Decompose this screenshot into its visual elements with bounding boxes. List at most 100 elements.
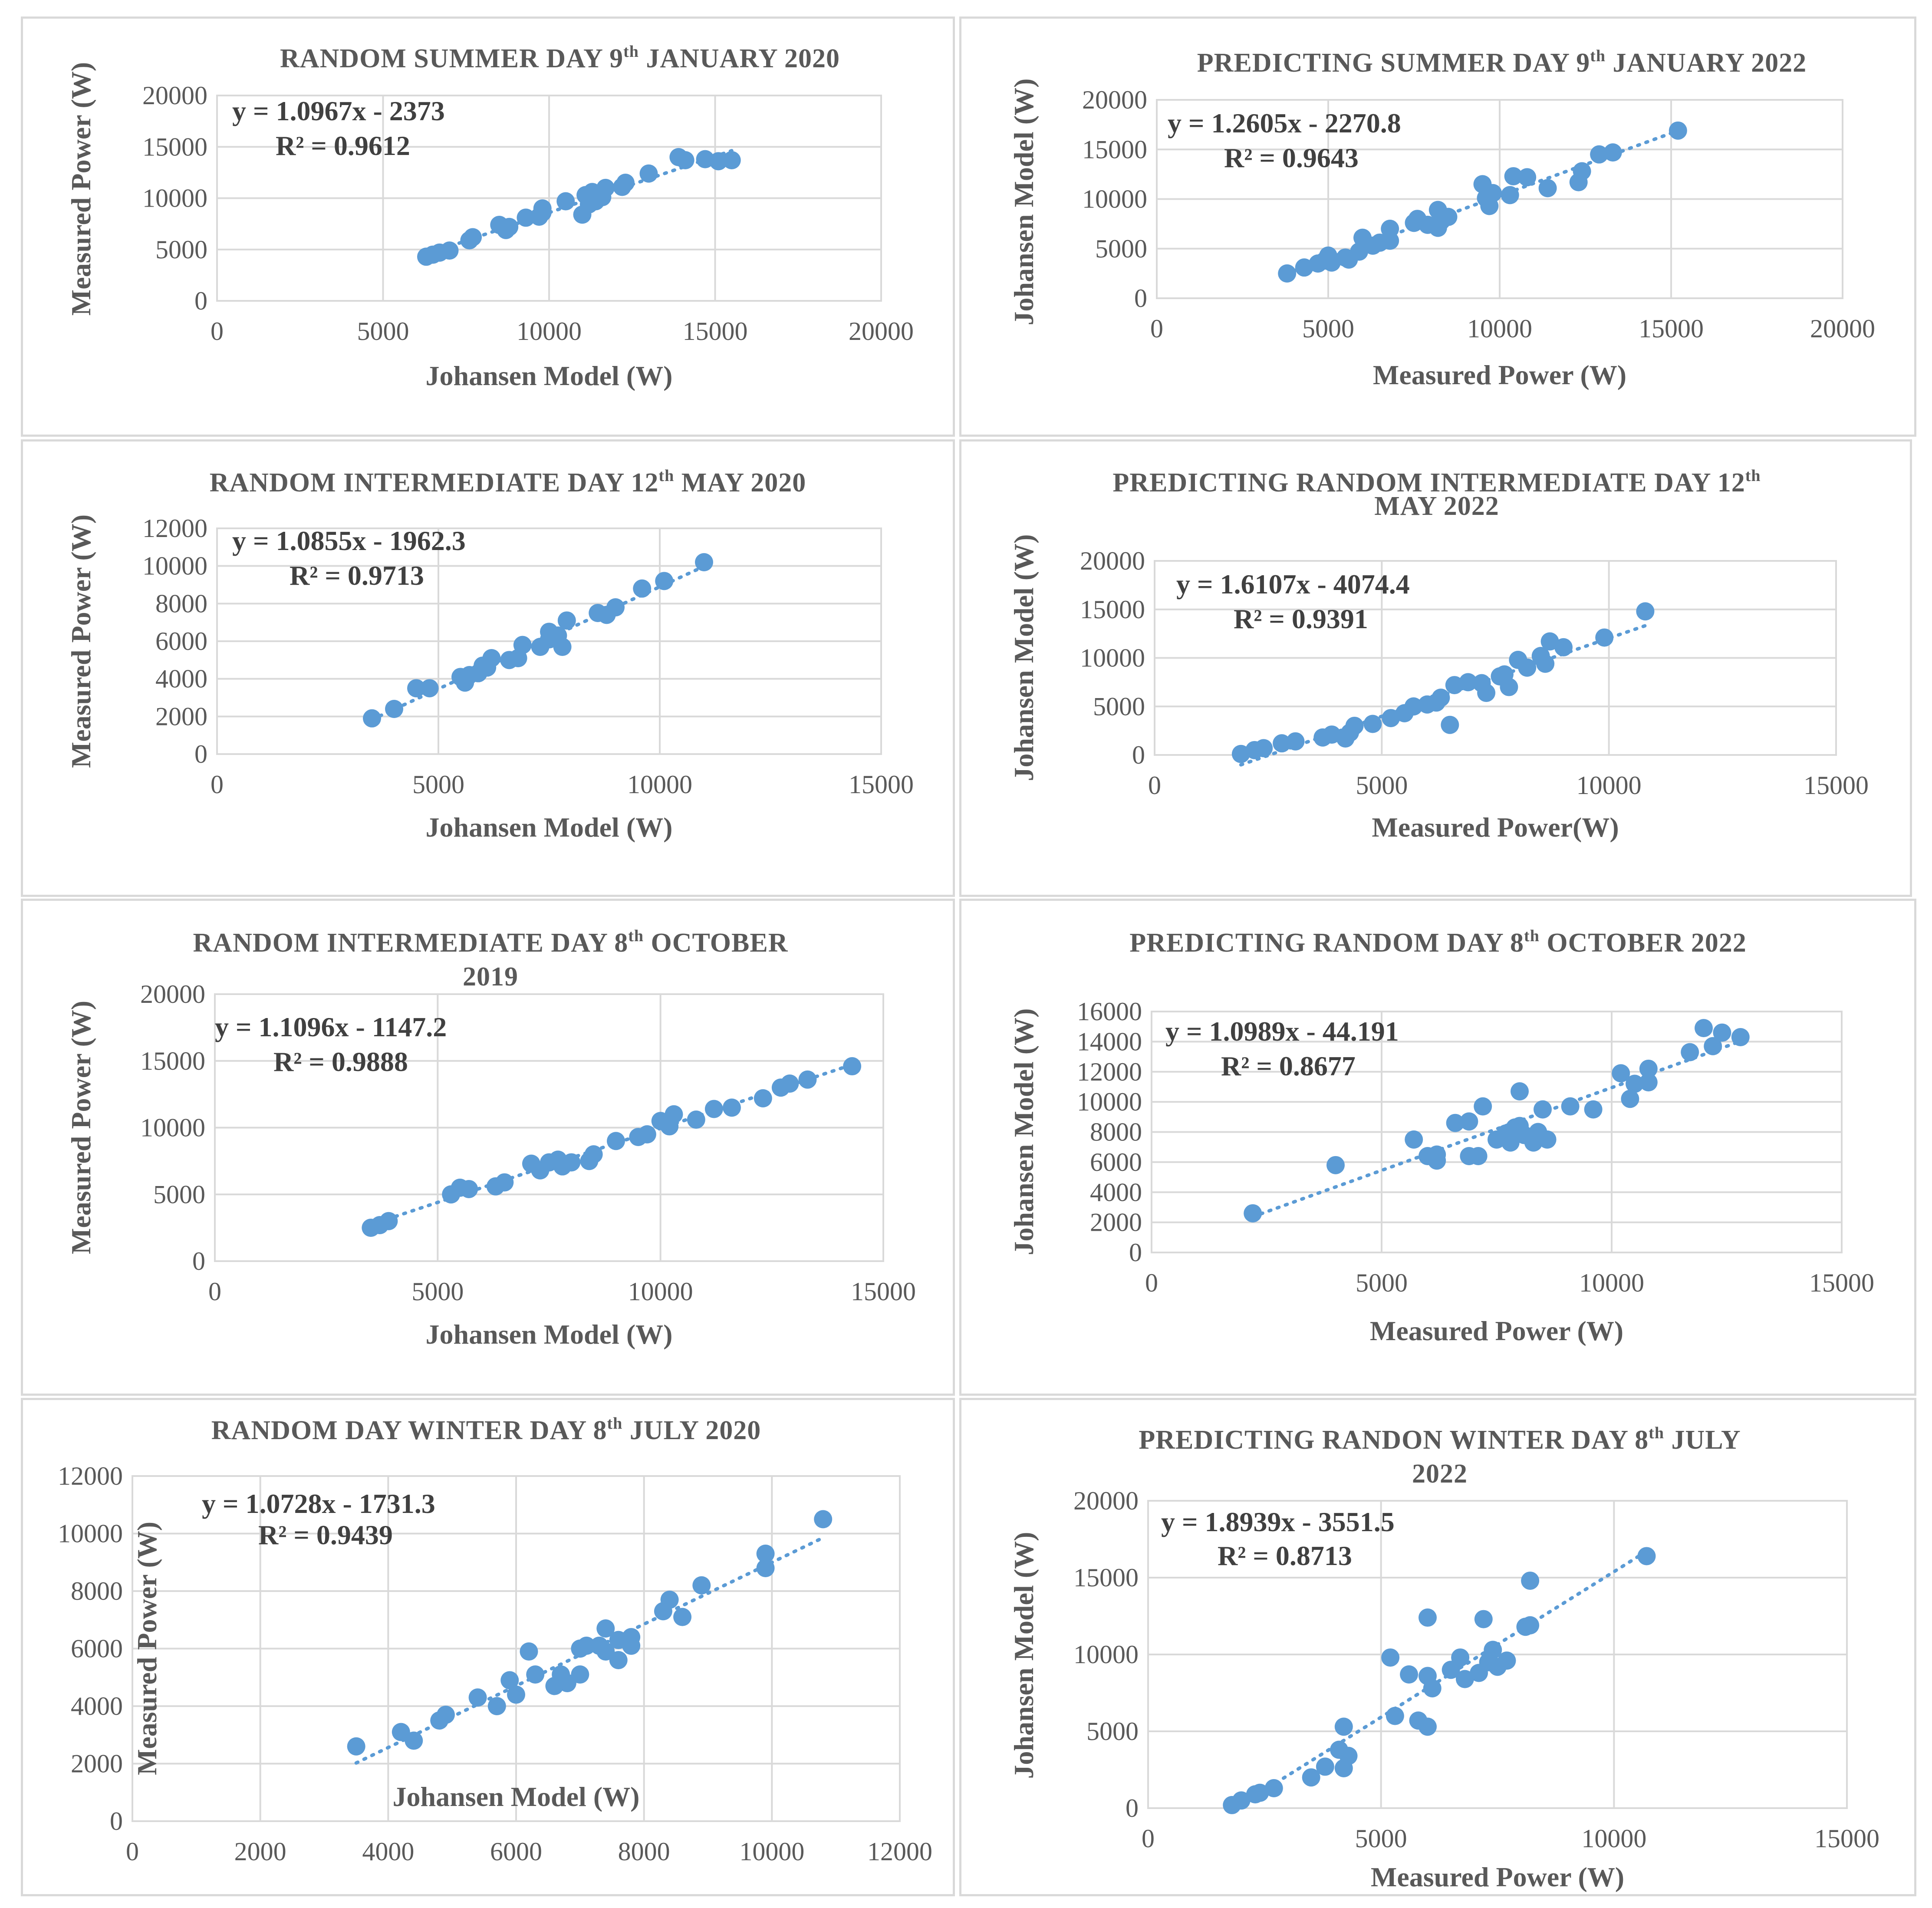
- chart-title: RANDOM INTERMEDIATE DAY 12th MAY 2020: [210, 467, 806, 498]
- x-tick-label: 10000: [1467, 314, 1532, 343]
- data-point: [687, 1111, 705, 1129]
- y-tick-label: 6000: [1090, 1148, 1142, 1176]
- data-point: [1326, 1156, 1345, 1174]
- data-point: [562, 1153, 581, 1172]
- data-point: [1639, 1059, 1658, 1078]
- data-point: [1445, 676, 1464, 695]
- x-axis-label: Johansen Model (W): [426, 812, 673, 843]
- x-tick-label: 6000: [490, 1837, 542, 1866]
- x-axis-label: Johansen Model (W): [426, 360, 673, 391]
- y-tick-label: 0: [194, 740, 207, 768]
- data-point: [1404, 697, 1423, 716]
- trend-equation: y = 1.8939x - 3551.5: [1161, 1506, 1395, 1537]
- data-point: [756, 1544, 775, 1563]
- y-tick-label: 5000: [1086, 1717, 1139, 1746]
- y-tick-label: 10000: [1073, 1640, 1139, 1669]
- data-point: [533, 199, 552, 218]
- y-tick-label: 10000: [142, 184, 207, 213]
- data-point: [665, 1105, 683, 1124]
- data-point: [616, 174, 635, 192]
- data-point: [464, 228, 482, 247]
- y-tick-label: 10000: [1080, 644, 1145, 672]
- data-point: [1419, 1717, 1437, 1736]
- data-point: [556, 192, 575, 211]
- x-tick-label: 15000: [1804, 771, 1869, 800]
- x-tick-label: 12000: [867, 1837, 932, 1866]
- x-tick-label: 10000: [1577, 771, 1642, 800]
- x-axis-label: Measured Power (W): [1371, 1862, 1624, 1892]
- data-point: [1518, 658, 1537, 677]
- data-point: [420, 679, 439, 698]
- data-point: [1731, 1028, 1750, 1046]
- data-point: [1636, 602, 1655, 621]
- trendline: [1230, 1549, 1649, 1812]
- trend-equation: y = 1.2605x - 2270.8: [1168, 108, 1401, 138]
- y-tick-label: 2000: [155, 702, 207, 731]
- data-point: [1432, 689, 1450, 707]
- x-axis-label: Johansen Model (W): [426, 1319, 673, 1350]
- r-squared: R² = 0.9713: [290, 560, 424, 591]
- x-axis-label: Measured Power (W): [1370, 1315, 1623, 1346]
- chart-title: RANDOM INTERMEDIATE DAY 8th OCTOBER 2019: [193, 927, 788, 992]
- data-point: [500, 1671, 519, 1690]
- y-tick-label: 4000: [71, 1692, 123, 1720]
- y-tick-label: 12000: [1077, 1058, 1142, 1086]
- data-point: [1498, 1651, 1516, 1670]
- data-point: [571, 1665, 589, 1684]
- data-point: [1477, 683, 1496, 702]
- x-tick-label: 15000: [683, 317, 748, 346]
- data-point: [1713, 1023, 1731, 1042]
- trend-equation: y = 1.1096x - 1147.2: [215, 1012, 447, 1042]
- x-tick-label: 10000: [517, 317, 582, 346]
- data-point: [1669, 121, 1687, 140]
- x-tick-label: 0: [1145, 1269, 1158, 1297]
- x-tick-label: 10000: [1579, 1269, 1644, 1297]
- data-point: [673, 1608, 692, 1626]
- data-point: [722, 1098, 741, 1117]
- data-point: [1381, 220, 1399, 238]
- data-point: [1521, 1616, 1540, 1634]
- data-point: [487, 1697, 506, 1715]
- data-point: [1419, 1608, 1437, 1627]
- data-point: [1595, 628, 1614, 647]
- data-point: [1286, 732, 1305, 751]
- data-point: [1302, 1768, 1320, 1787]
- y-axis-label: Measured Power (W): [66, 1001, 96, 1254]
- y-tick-label: 0: [194, 287, 207, 315]
- data-point: [1232, 1791, 1251, 1810]
- y-tick-label: 6000: [155, 627, 207, 656]
- data-point: [1295, 258, 1313, 277]
- data-point: [596, 1619, 615, 1638]
- x-tick-label: 0: [1148, 771, 1161, 800]
- data-point: [660, 1590, 679, 1609]
- trendline: [1239, 624, 1647, 767]
- y-tick-label: 0: [1126, 1794, 1139, 1822]
- data-point: [1504, 167, 1523, 185]
- data-point: [1474, 1097, 1492, 1116]
- y-tick-label: 0: [1132, 741, 1145, 769]
- data-point: [756, 1559, 775, 1577]
- data-point: [1695, 1019, 1713, 1038]
- x-axis-label: Measured Power (W): [1373, 359, 1626, 390]
- data-point: [1500, 678, 1518, 696]
- r-squared: R² = 0.9888: [273, 1046, 408, 1077]
- data-point: [1381, 1648, 1400, 1667]
- y-tick-label: 0: [1129, 1238, 1142, 1267]
- chart-panel-7: 0 2000 4000 6000 8000 10000 12000 0 2000 4000 6000…: [21, 1398, 955, 1896]
- scatter-chart: 0 5000 10000 15000 20000 0 5000 10000 15000 y = 1…: [1008, 467, 1869, 843]
- data-point: [440, 241, 459, 260]
- y-tick-label: 15000: [1082, 135, 1147, 164]
- x-axis-label: Johansen Model (W): [393, 1781, 640, 1812]
- y-tick-label: 8000: [155, 589, 207, 618]
- data-point: [1278, 264, 1297, 283]
- data-point: [363, 709, 381, 728]
- chart-title: PREDICTING RANDON WINTER DAY 8th JULY 202…: [1139, 1424, 1741, 1489]
- data-point: [1405, 1130, 1423, 1149]
- data-point: [798, 1070, 817, 1089]
- data-point: [843, 1057, 862, 1076]
- data-point: [609, 1651, 628, 1669]
- data-point: [1439, 208, 1458, 226]
- x-tick-label: 2000: [234, 1837, 286, 1866]
- y-tick-label: 15000: [142, 132, 207, 161]
